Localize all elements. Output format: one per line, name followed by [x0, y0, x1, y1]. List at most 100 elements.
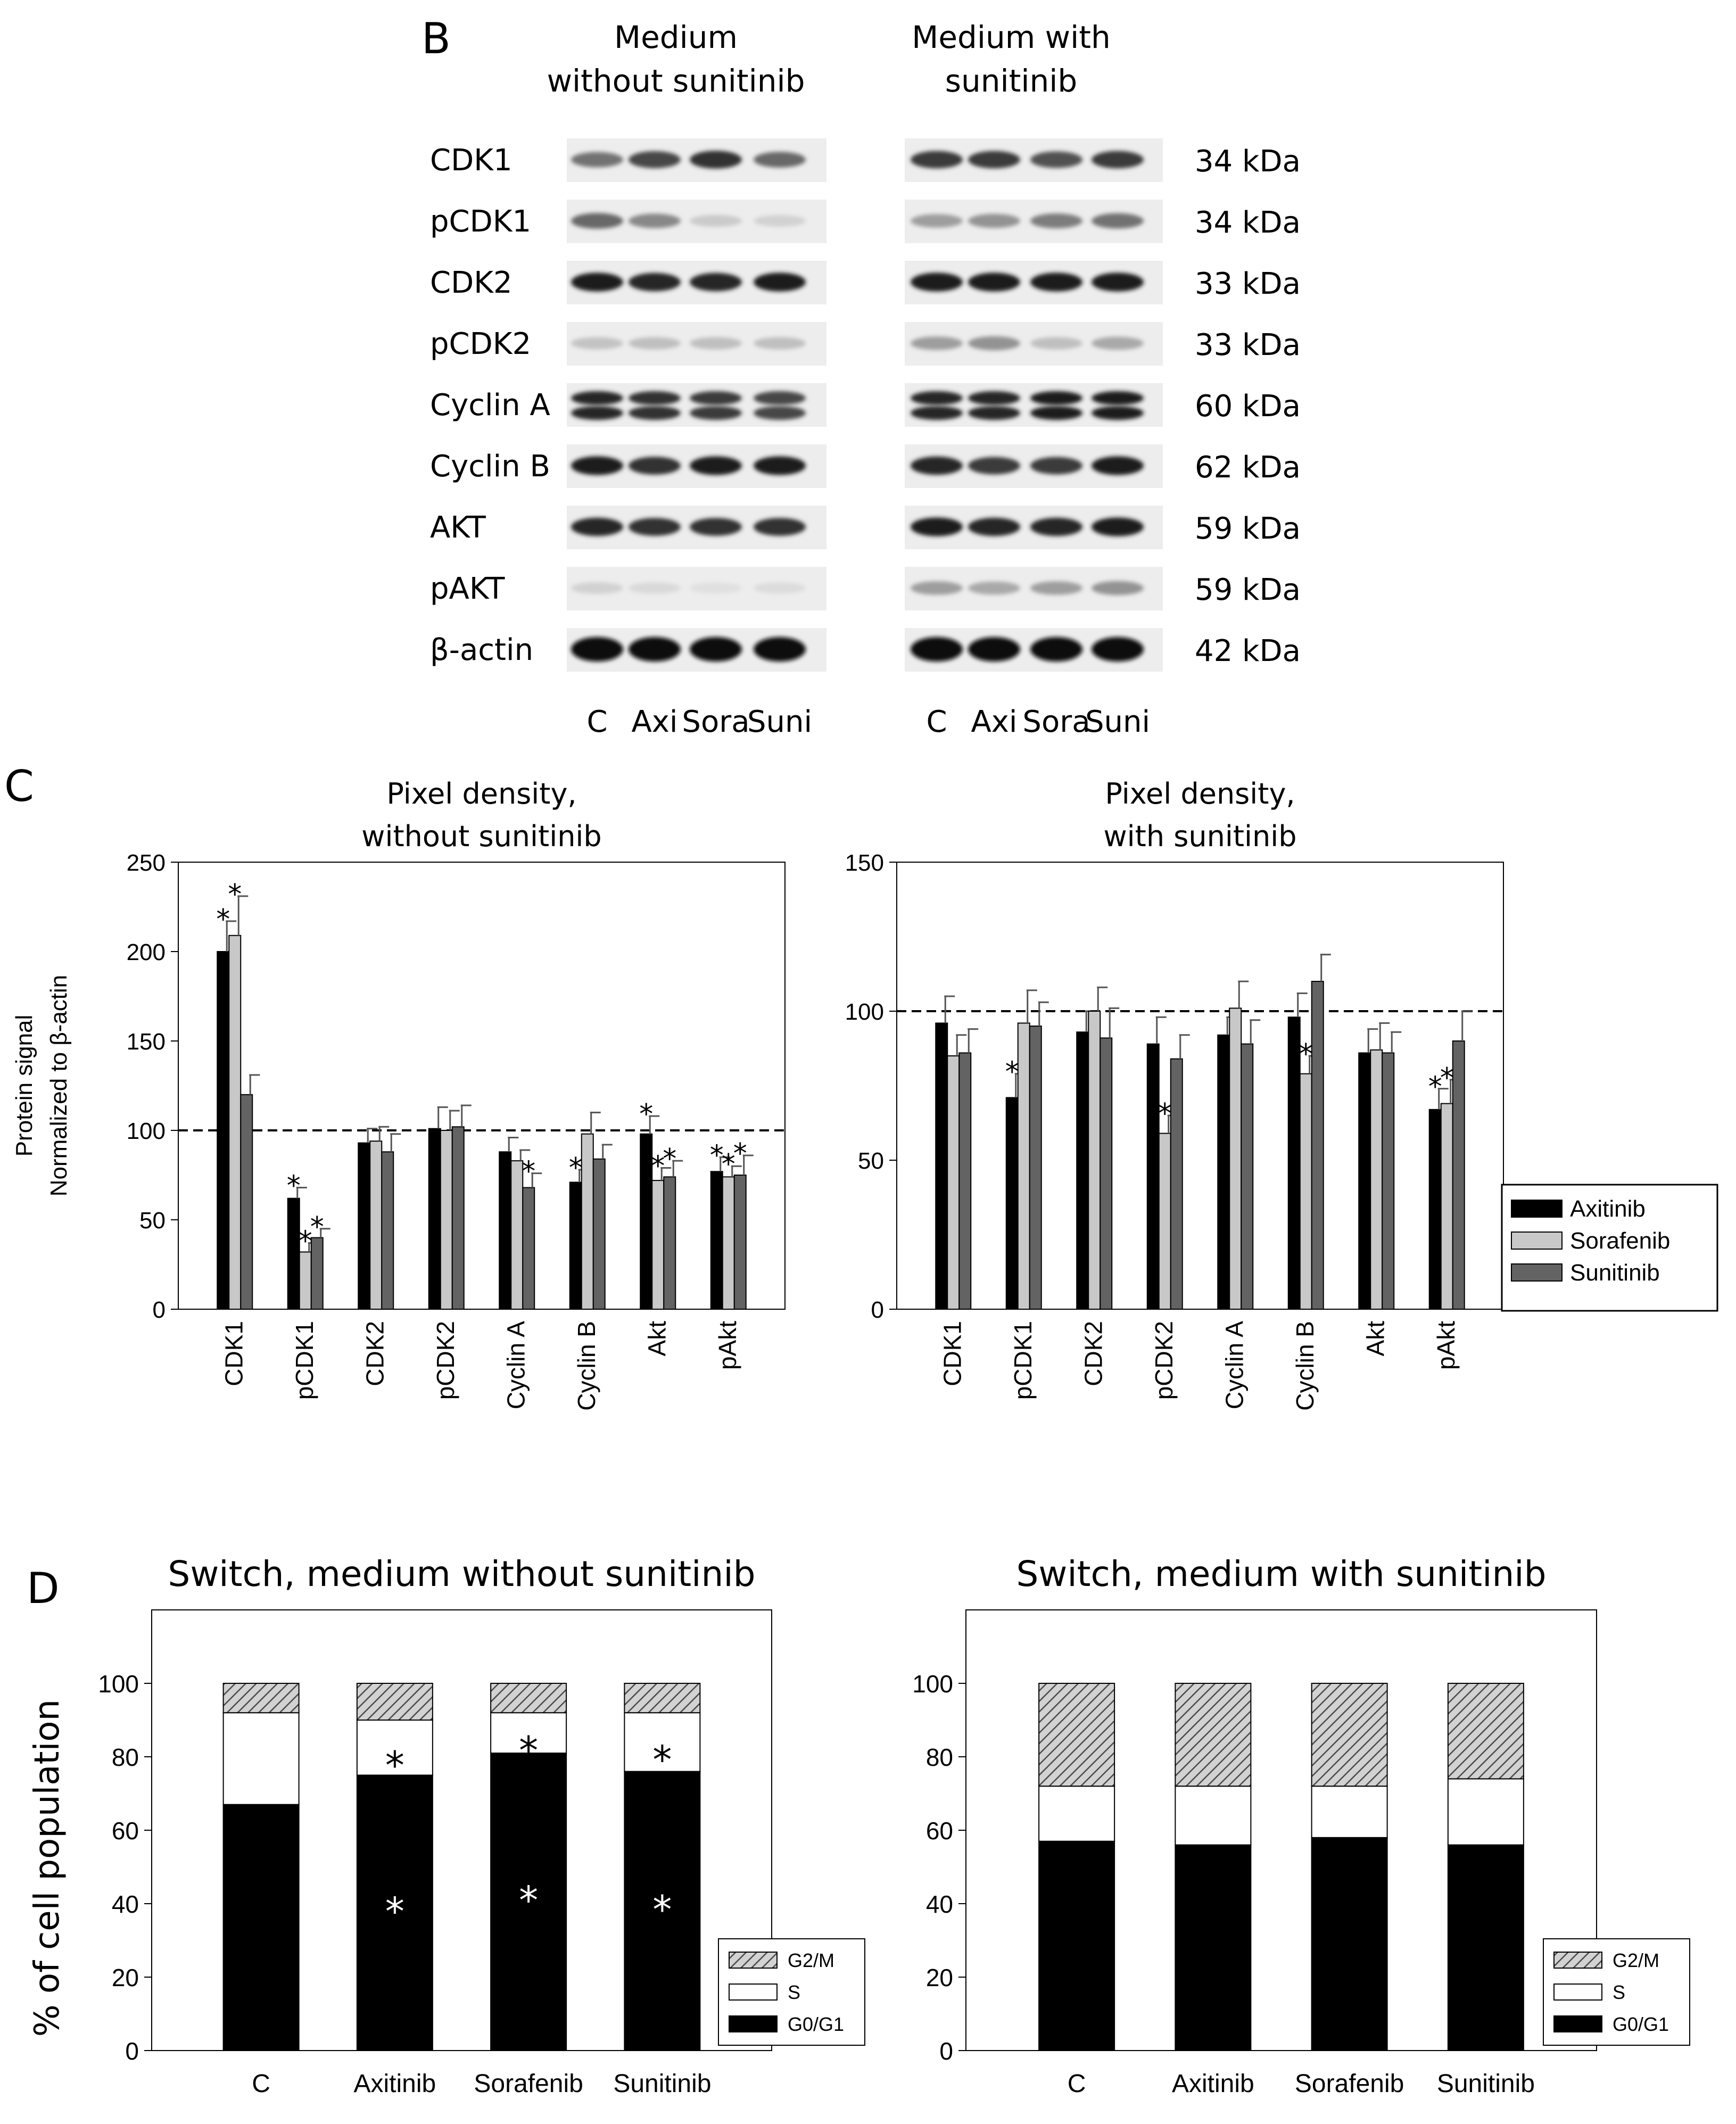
pixel-density-without-sunitinib-chart: Pixel density, without sunitinib 0 50 100 150…: [11, 777, 786, 1411]
significance-star: *: [652, 1887, 672, 1932]
y-tick-label: 100: [912, 1670, 953, 1698]
protein-label-cyclin-b: Cyclin B: [430, 449, 550, 484]
pixel-density-with-sunitinib-chart: Pixel density, with sunitinib 0 50 100 150 CDK…: [845, 777, 1504, 1411]
lane-label-sora: Sora: [682, 705, 749, 739]
panel-letter-c: C: [4, 762, 34, 811]
bar-sunitinib-akt: [663, 1176, 676, 1310]
chart-title: without sunitinib: [361, 820, 601, 853]
x-tick-label-pcdk1: pCDK1: [1009, 1321, 1037, 1400]
blot-band: [629, 151, 681, 168]
legend-swatch-g0-g1: [729, 2015, 778, 2032]
bar-axitinib-cdk2: [1076, 1031, 1089, 1310]
blot-band: [1030, 637, 1082, 662]
bar-segment-s-sunitinib: [624, 1712, 701, 1772]
bar-segment-g2-m-sorafenib: [1311, 1683, 1388, 1787]
protein-label-cdk2: CDK2: [430, 266, 512, 300]
blot-band: [754, 337, 806, 350]
bar-axitinib-pakt: [710, 1171, 723, 1310]
blot-band: [911, 517, 963, 536]
legend-swatch-sunitinib: [1511, 1263, 1563, 1282]
y-tick-label: 0: [153, 1297, 166, 1323]
blot-band: [968, 457, 1020, 475]
blot-band: [754, 152, 806, 168]
chart-title: Pixel density,: [1105, 777, 1295, 811]
blot-band: [690, 406, 742, 420]
y-tick-label: 100: [127, 1118, 166, 1144]
panel-letter-d: D: [27, 1564, 60, 1613]
bar-axitinib-cyclin-b: [569, 1181, 582, 1310]
bar-segment-g2-m-axitinib: [356, 1683, 433, 1721]
significance-star: *: [1428, 1071, 1442, 1103]
blot-band: [754, 637, 806, 662]
legend-swatch-axitinib: [1511, 1200, 1563, 1218]
bar-axitinib-cdk2: [358, 1142, 371, 1310]
legend-label-g0-g1: G0/G1: [788, 2013, 844, 2035]
x-tick-label-akt: Akt: [1361, 1321, 1389, 1357]
legend-label-s: S: [1613, 1981, 1625, 2003]
cell-cycle-with-sunitinib-chart: Switch, medium with sunitinib 0 20 40 60 80 10…: [912, 1553, 1690, 2098]
x-tick-label-cyclin-a: Cyclin A: [1220, 1321, 1248, 1409]
bar-sunitinib-cyclin-a: [522, 1187, 535, 1310]
blot-band: [968, 151, 1020, 169]
x-tick-label-sorafenib: Sorafenib: [1295, 2070, 1404, 2098]
y-tick-label: 150: [845, 850, 884, 876]
western-blot-panel: B Medium without sunitinib Medium with suni…: [421, 14, 1301, 739]
blot-band: [1030, 581, 1082, 595]
significance-star: *: [569, 1152, 583, 1184]
blot-band: [629, 637, 681, 662]
legend-swatch-s: [729, 1983, 778, 2001]
bar-segment-g2-m-sunitinib: [624, 1683, 701, 1714]
blot-band: [690, 518, 742, 536]
legend-swatch-g2-m: [729, 1952, 778, 1969]
x-tick-label-cyclin-b: Cyclin B: [573, 1321, 600, 1411]
bar-segment-g0-g1-c: [222, 1804, 300, 2051]
bar-segment-g0-g1-axitinib: [1175, 1844, 1252, 2052]
bar-sorafenib-akt: [651, 1180, 665, 1310]
bar-segment-s-c: [1038, 1786, 1115, 1842]
blot-band: [754, 456, 806, 475]
protein-label-pcdk1: pCDK1: [430, 204, 531, 239]
blot-band: [1092, 391, 1144, 405]
bar-sunitinib-cyclin-b: [1311, 981, 1324, 1310]
bar-sunitinib-cyclin-b: [592, 1158, 606, 1310]
x-tick-label-cdk2: CDK2: [1079, 1321, 1107, 1386]
bar-segment-g0-g1-sunitinib: [1447, 1844, 1524, 2052]
blot-group-title: Medium with: [912, 19, 1110, 55]
blot-band: [1030, 213, 1082, 228]
y-tick-label: 200: [127, 939, 166, 965]
x-tick-label-axitinib: Axitinib: [1172, 2070, 1254, 2098]
blot-band: [1092, 336, 1144, 350]
bar-sorafenib-pcdk2: [1158, 1133, 1171, 1310]
blot-band: [911, 637, 963, 662]
bar-segment-g2-m-axitinib: [1175, 1683, 1252, 1787]
blot-band: [571, 456, 623, 475]
significance-star: *: [519, 1878, 538, 1923]
significance-star: *: [216, 904, 230, 936]
y-tick-label: 0: [125, 2037, 139, 2065]
bar-sorafenib-pcdk2: [440, 1130, 453, 1310]
bar-axitinib-pcdk2: [1146, 1043, 1160, 1310]
x-tick-label-pcdk2: pCDK2: [432, 1321, 459, 1400]
significance-star: *: [1005, 1056, 1019, 1088]
x-tick-label-cyclin-b: Cyclin B: [1291, 1321, 1319, 1411]
bar-sorafenib-cdk1: [947, 1055, 960, 1310]
legend-swatch-g0-g1: [1553, 2015, 1602, 2032]
blot-band: [968, 272, 1020, 292]
protein-label-actin: β-actin: [430, 633, 533, 667]
significance-star: *: [299, 1226, 312, 1258]
significance-star: *: [1158, 1098, 1172, 1130]
y-tick-label: 50: [858, 1148, 884, 1174]
bar-sorafenib-cdk2: [369, 1140, 383, 1310]
y-tick-label: 100: [98, 1670, 139, 1698]
blot-band: [571, 517, 623, 536]
protein-label-pcdk2: pCDK2: [430, 327, 531, 361]
bar-sorafenib-cyclin-a: [1229, 1007, 1242, 1310]
blot-band: [690, 337, 742, 350]
y-tick-label: 250: [127, 850, 166, 876]
blot-band: [629, 518, 681, 536]
bar-segment-s-sorafenib: [490, 1712, 567, 1754]
bar-axitinib-akt: [1358, 1052, 1371, 1310]
protein-label-akt: AKT: [430, 510, 486, 545]
blot-band: [571, 152, 623, 168]
